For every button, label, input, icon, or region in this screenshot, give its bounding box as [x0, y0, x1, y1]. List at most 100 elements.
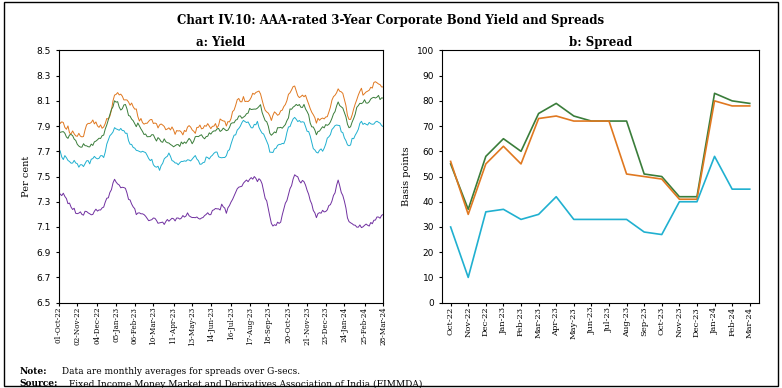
NBFCs: [569, 114, 579, 118]
3Y-Gsec: [290, 172, 300, 177]
NBFCs: [604, 119, 614, 123]
Corporates: [346, 117, 355, 122]
Text: Data are monthly averages for spreads over G-secs.: Data are monthly averages for spreads ov…: [59, 367, 300, 376]
Corporates: [675, 197, 684, 202]
Corporates: [464, 212, 473, 217]
Corporates: [569, 119, 579, 123]
Corporates: [657, 177, 666, 182]
PSUs, FIs & Banks: [534, 212, 543, 217]
PSUs, FIs & Banks: [155, 168, 164, 173]
Corporates: [516, 161, 526, 166]
Corporates: [371, 80, 380, 84]
NBFCs: [210, 128, 219, 133]
PSUs, FIs & Banks: [54, 147, 63, 151]
NBFCs: [710, 91, 719, 96]
NBFCs: [745, 101, 755, 106]
PSUs, FIs & Banks: [347, 136, 357, 140]
Corporates: [622, 172, 631, 177]
Y-axis label: Basis points: Basis points: [403, 147, 411, 206]
Text: Note:: Note:: [20, 367, 47, 376]
Corporates: [124, 100, 133, 104]
PSUs, FIs & Banks: [481, 210, 490, 214]
3Y-Gsec: [54, 189, 63, 194]
PSUs, FIs & Banks: [745, 187, 755, 192]
PSUs, FIs & Banks: [727, 187, 737, 192]
NBFCs: [657, 174, 666, 179]
Corporates: [217, 118, 226, 123]
Corporates: [499, 144, 508, 149]
Line: NBFCs: NBFCs: [450, 94, 750, 210]
3Y-Gsec: [378, 212, 388, 217]
NBFCs: [378, 96, 388, 100]
NBFCs: [534, 111, 543, 116]
Text: Chart IV.10: AAA-rated 3-Year Corporate Bond Yield and Spreads: Chart IV.10: AAA-rated 3-Year Corporate …: [178, 14, 604, 27]
Corporates: [692, 197, 701, 202]
NBFCs: [464, 207, 473, 212]
NBFCs: [499, 137, 508, 141]
PSUs, FIs & Banks: [217, 156, 226, 160]
PSUs, FIs & Banks: [464, 275, 473, 280]
Corporates: [586, 119, 596, 123]
PSUs, FIs & Banks: [710, 154, 719, 159]
Line: Corporates: Corporates: [450, 101, 750, 214]
Corporates: [327, 98, 336, 102]
3Y-Gsec: [327, 199, 336, 203]
Line: Corporates: Corporates: [59, 82, 383, 137]
Title: b: Spread: b: Spread: [569, 36, 632, 49]
Title: a: Yield: a: Yield: [196, 36, 246, 49]
Corporates: [534, 116, 543, 121]
PSUs, FIs & Banks: [290, 115, 300, 120]
PSUs, FIs & Banks: [675, 199, 684, 204]
NBFCs: [692, 194, 701, 199]
Corporates: [481, 161, 490, 166]
NBFCs: [124, 113, 133, 118]
NBFCs: [346, 125, 355, 129]
PSUs, FIs & Banks: [516, 217, 526, 222]
Corporates: [604, 119, 614, 123]
Corporates: [551, 114, 561, 118]
Line: 3Y-Gsec: 3Y-Gsec: [59, 175, 383, 228]
PSUs, FIs & Banks: [122, 131, 131, 135]
Corporates: [446, 159, 455, 164]
Text: Fixed Income Money Market and Derivatives Association of India (FIMMDA).: Fixed Income Money Market and Derivative…: [66, 379, 425, 388]
PSUs, FIs & Banks: [569, 217, 579, 222]
Line: PSUs, FIs & Banks: PSUs, FIs & Banks: [59, 118, 383, 170]
NBFCs: [551, 101, 561, 106]
PSUs, FIs & Banks: [57, 155, 66, 159]
NBFCs: [727, 99, 737, 103]
Corporates: [54, 118, 63, 122]
PSUs, FIs & Banks: [692, 199, 701, 204]
Corporates: [745, 104, 755, 108]
Corporates: [640, 174, 649, 179]
Corporates: [57, 120, 66, 124]
NBFCs: [446, 161, 455, 166]
Corporates: [710, 99, 719, 103]
3Y-Gsec: [122, 191, 131, 195]
NBFCs: [622, 119, 631, 123]
Corporates: [727, 104, 737, 108]
3Y-Gsec: [57, 193, 66, 198]
PSUs, FIs & Banks: [446, 225, 455, 229]
PSUs, FIs & Banks: [499, 207, 508, 212]
PSUs, FIs & Banks: [551, 194, 561, 199]
3Y-Gsec: [357, 225, 366, 230]
3Y-Gsec: [216, 208, 225, 212]
Text: Source:: Source:: [20, 379, 58, 388]
PSUs, FIs & Banks: [328, 125, 338, 130]
NBFCs: [57, 130, 66, 134]
Corporates: [210, 124, 219, 128]
3Y-Gsec: [346, 220, 355, 225]
PSUs, FIs & Banks: [378, 124, 388, 129]
NBFCs: [217, 128, 226, 133]
NBFCs: [640, 172, 649, 177]
PSUs, FIs & Banks: [604, 217, 614, 222]
PSUs, FIs & Banks: [640, 230, 649, 234]
NBFCs: [675, 194, 684, 199]
NBFCs: [586, 119, 596, 123]
NBFCs: [481, 154, 490, 159]
NBFCs: [516, 149, 526, 154]
Line: NBFCs: NBFCs: [59, 95, 383, 147]
Corporates: [77, 135, 87, 139]
Corporates: [378, 85, 388, 89]
NBFCs: [77, 145, 87, 149]
